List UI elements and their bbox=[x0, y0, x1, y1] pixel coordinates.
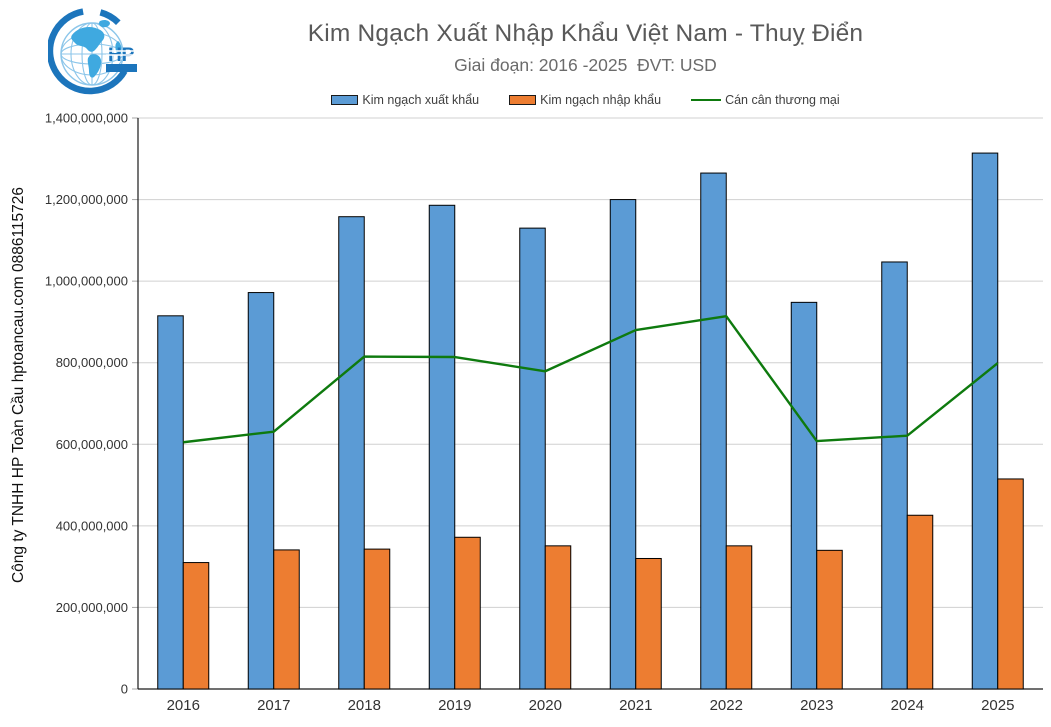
bar-export-2020 bbox=[519, 227, 546, 690]
bar-export-2017 bbox=[247, 292, 275, 690]
ytick-label-1400000000: 1,400,000,000 bbox=[45, 111, 128, 126]
xaxis-label-2024: 2024 bbox=[891, 697, 924, 714]
legend-label-export: Kim ngạch xuất khẩu bbox=[362, 93, 480, 107]
xaxis-label-2022: 2022 bbox=[710, 697, 743, 714]
bar-export-2022 bbox=[700, 172, 727, 690]
continent-greenland bbox=[98, 19, 110, 28]
xaxis-label-2018: 2018 bbox=[348, 697, 381, 714]
bar-export-2023 bbox=[790, 301, 818, 690]
import-swatch-icon bbox=[509, 95, 537, 105]
ytick-label-0: 0 bbox=[121, 682, 128, 697]
chart-title: Kim Ngạch Xuất Nhập Khẩu Việt Nam - Thuỵ… bbox=[307, 20, 864, 47]
bar-export-2025 bbox=[971, 152, 999, 690]
legend-item-import: Kim ngạch nhập khẩu bbox=[509, 93, 661, 107]
xaxis-label-2020: 2020 bbox=[529, 697, 562, 714]
bar-import-2018 bbox=[363, 548, 391, 690]
bar-import-2021 bbox=[635, 557, 662, 690]
continent-north-america bbox=[71, 27, 105, 52]
bar-import-2024 bbox=[906, 514, 934, 690]
company-logo: HP bbox=[48, 8, 137, 95]
xaxis-label-2021: 2021 bbox=[619, 697, 652, 714]
legend-label-import: Kim ngạch nhập khẩu bbox=[540, 93, 662, 107]
ytick-label-1200000000: 1,200,000,000 bbox=[45, 192, 128, 207]
legend-item-balance: Cán cân thương mại bbox=[691, 93, 840, 107]
bar-export-2019 bbox=[428, 204, 456, 690]
balance-line-swatch-icon bbox=[691, 98, 722, 102]
bar-export-2021 bbox=[609, 199, 637, 690]
bar-import-2017 bbox=[273, 549, 300, 690]
xaxis-label-2017: 2017 bbox=[257, 697, 290, 714]
bar-import-2020 bbox=[544, 545, 572, 690]
bar-import-2016 bbox=[182, 562, 210, 690]
xaxis-label-2023: 2023 bbox=[800, 697, 833, 714]
chart-subtitle: Giai đoạn: 2016 -2025 ĐVT: USD bbox=[454, 55, 717, 75]
logo-g-swoosh bbox=[48, 8, 137, 95]
chart-legend: Kim ngạch xuất khẩu Kim ngạch nhập khẩu … bbox=[130, 93, 1041, 107]
bar-export-2016 bbox=[157, 315, 184, 690]
ytick-label-1000000000: 1,000,000,000 bbox=[45, 274, 128, 289]
continent-south-america bbox=[87, 54, 102, 78]
globe-icon bbox=[60, 19, 124, 86]
bar-import-2019 bbox=[454, 536, 481, 690]
bar-import-2023 bbox=[816, 549, 843, 690]
legend-item-export: Kim ngạch xuất khẩu bbox=[331, 93, 479, 107]
bar-export-2024 bbox=[881, 261, 908, 690]
trade-balance-line bbox=[183, 315, 999, 444]
ytick-label-200000000: 200,000,000 bbox=[56, 600, 128, 615]
export-swatch-icon bbox=[331, 95, 359, 105]
bar-export-2018 bbox=[338, 216, 365, 690]
ytick-label-400000000: 400,000,000 bbox=[56, 518, 128, 533]
ytick-label-600000000: 600,000,000 bbox=[56, 437, 128, 452]
xaxis-label-2016: 2016 bbox=[167, 697, 200, 714]
ytick-label-800000000: 800,000,000 bbox=[56, 355, 128, 370]
legend-label-balance: Cán cân thương mại bbox=[725, 93, 840, 107]
xaxis-label-2019: 2019 bbox=[438, 697, 471, 714]
logo-hp-text: HP bbox=[106, 45, 137, 66]
bar-import-2022 bbox=[725, 545, 753, 690]
bar-import-2025 bbox=[997, 478, 1024, 690]
xaxis-label-2025: 2025 bbox=[981, 697, 1014, 714]
